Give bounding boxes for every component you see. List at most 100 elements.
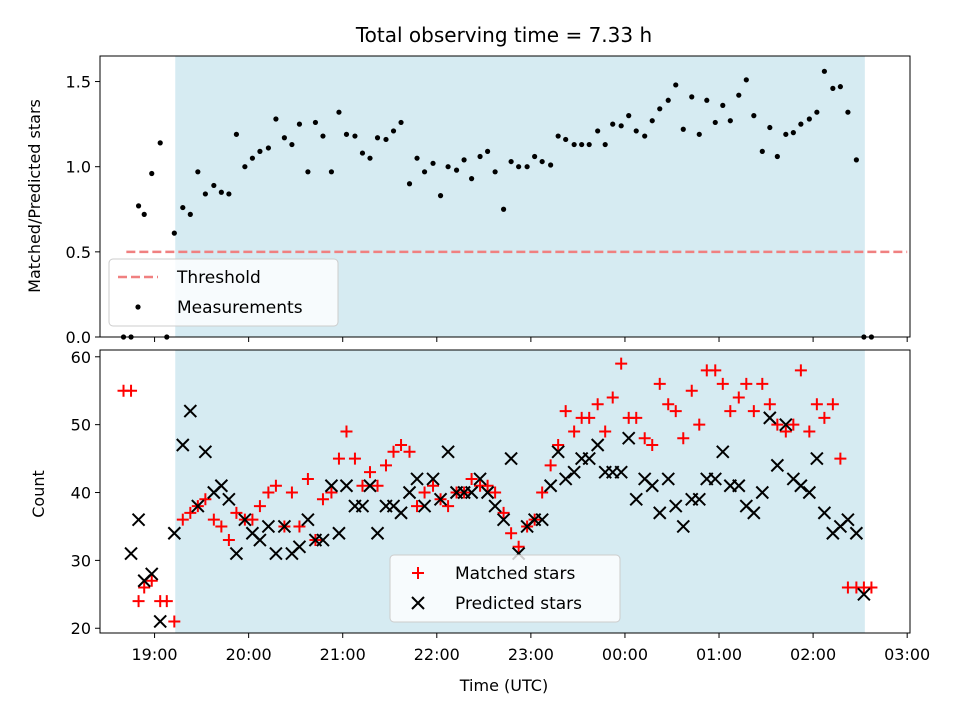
matched-star-point: [442, 500, 455, 513]
predicted-star-point: [339, 479, 354, 493]
matched-star-point: [348, 452, 361, 465]
predicted-legend-label: Predicted stars: [455, 594, 582, 614]
matched-star-point: [779, 425, 792, 438]
matched-star-point: [246, 513, 259, 526]
predicted-star-point: [426, 472, 440, 486]
matched-star-point: [756, 377, 769, 390]
measurement-point: [720, 102, 726, 108]
predicted-star-point: [441, 445, 455, 459]
matched-star-point: [395, 439, 408, 452]
matched-star-point: [364, 466, 376, 479]
predicted-star-point: [473, 472, 487, 486]
predicted-star-point: [402, 485, 417, 500]
matched-star-point: [207, 513, 220, 526]
x-tick-label: 03:00: [884, 645, 930, 664]
matched-star-point: [646, 439, 659, 452]
matched-star-point: [685, 384, 698, 397]
matched-star-point: [418, 486, 431, 499]
measurement-point: [539, 158, 545, 165]
measurement-point: [343, 131, 350, 137]
predicted-star-point: [277, 519, 292, 534]
predicted-star-point: [622, 431, 636, 445]
matched-star-point: [552, 439, 565, 452]
predicted-star-point: [417, 499, 432, 513]
predicted-star-point: [301, 512, 315, 527]
measurement-point: [830, 85, 836, 91]
measurement-point: [477, 153, 483, 160]
measurement-point: [461, 157, 467, 163]
matched-star-point: [653, 377, 666, 390]
matched-star-point: [630, 411, 643, 424]
predicted-star-point: [191, 499, 205, 513]
matched-star-point: [677, 432, 690, 445]
measurement-point: [211, 182, 217, 189]
ratio-y-ticks: 0.0 0.5 1.0 1.5: [66, 73, 100, 347]
y-tick-label: 60: [71, 348, 91, 367]
predicted-star-point: [645, 479, 659, 493]
predicted-star-point: [124, 546, 138, 561]
y-tick-label: 1.5: [66, 73, 91, 92]
predicted-star-point: [629, 492, 643, 507]
measurement-point: [532, 153, 538, 160]
matched-star-point: [724, 405, 737, 418]
measurement-point: [845, 109, 851, 115]
measurement-point: [305, 169, 311, 175]
predicted-star-point: [145, 567, 159, 581]
predicted-star-point: [558, 472, 573, 486]
matched-star-point: [215, 520, 228, 533]
count-legend: Matched stars Predicted stars: [389, 554, 621, 623]
x-tick-label: 20:00: [226, 645, 272, 664]
matched-star-point: [465, 472, 478, 485]
ratio-legend: Threshold Measurements: [108, 258, 339, 327]
ratio-x-ticks: [154, 337, 908, 342]
matched-star-point: [285, 486, 298, 499]
predicted-star-point: [214, 479, 229, 493]
y-tick-label: 1.0: [66, 158, 91, 177]
measurement-point: [853, 157, 859, 163]
measurements-legend-label: Measurements: [177, 298, 303, 318]
measurement-point: [367, 155, 373, 161]
measurement-point: [626, 113, 632, 119]
predicted-star-point: [433, 492, 448, 507]
predicted-star-point: [551, 445, 565, 459]
threshold-legend-label: Threshold: [176, 268, 261, 288]
predicted-star-point: [810, 451, 824, 466]
measurement-point: [180, 204, 186, 211]
predicted-star-point: [779, 417, 793, 432]
matched-star-point: [771, 418, 784, 431]
count-panel-frame: [99, 349, 911, 634]
measurement-point: [837, 84, 843, 90]
matched-star-point: [536, 486, 549, 499]
measurement-point: [571, 141, 577, 148]
measurement-point: [383, 136, 389, 143]
measurement-point: [712, 119, 718, 126]
measurement-point: [767, 124, 773, 131]
measurement-point: [445, 164, 451, 170]
measurement-points: [120, 68, 875, 340]
measurement-point: [595, 128, 601, 134]
matched-star-point: [230, 506, 243, 519]
measurement-point: [352, 133, 358, 139]
matched-star-point: [262, 486, 275, 499]
predicted-star-point: [676, 519, 690, 534]
matched-star-point: [132, 595, 145, 608]
predicted-star-point: [332, 526, 346, 540]
measurement-point: [171, 230, 177, 236]
predicted-star-point: [661, 472, 675, 486]
predicted-star-point: [857, 587, 871, 602]
matched-star-point: [269, 479, 282, 492]
matched-star-point: [253, 500, 266, 513]
measurement-point: [149, 170, 155, 177]
matched-star-point: [599, 425, 612, 438]
y-tick-label: 30: [71, 551, 91, 570]
measurement-point: [821, 68, 827, 74]
matched-star-point: [709, 364, 722, 377]
x-axis-label: Time (UTC): [459, 676, 548, 695]
matched-star-point: [403, 445, 416, 458]
measurement-point: [336, 109, 342, 115]
predicted-star-point: [355, 499, 370, 513]
matched-star-point: [222, 534, 235, 547]
matched-star-point: [481, 479, 494, 492]
count-panel: 20 30 40 50 60 19:00 20:00 21:00 22:00 23:00 00:0…: [29, 348, 930, 695]
predicted-legend-swatch: [411, 596, 425, 610]
